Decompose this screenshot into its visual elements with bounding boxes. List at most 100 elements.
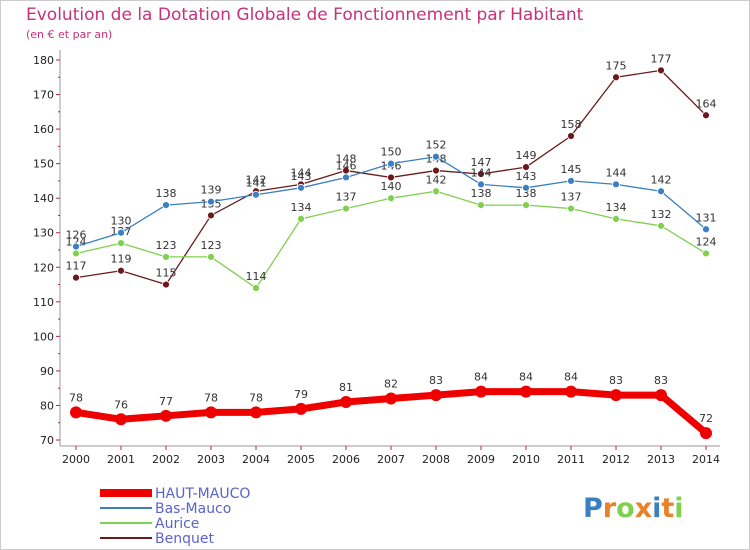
data-point (70, 406, 82, 419)
data-label: 139 (201, 184, 222, 197)
x-tick-label: 2004 (242, 453, 270, 466)
data-point (612, 73, 620, 82)
logo-letter: o (616, 493, 635, 524)
data-point (522, 163, 530, 171)
data-point (567, 177, 575, 185)
data-point (297, 215, 305, 223)
y-tick-label: 150 (33, 158, 54, 171)
logo-letter: i (674, 493, 683, 524)
data-point (387, 159, 395, 168)
x-tick-label: 2010 (512, 453, 540, 466)
data-point (522, 183, 530, 192)
x-tick-label: 2002 (152, 453, 180, 466)
logo-text: Proxiti (583, 493, 684, 524)
x-tick-label: 2001 (107, 453, 135, 466)
y-tick-label: 160 (33, 123, 54, 136)
legend-item-bas-mauco: Bas-Mauco (100, 501, 231, 517)
data-label: 114 (246, 270, 267, 283)
data-label: 148 (336, 153, 357, 166)
data-label: 134 (606, 201, 627, 214)
data-label: 76 (114, 398, 128, 411)
data-point (162, 201, 170, 209)
legend-item-haut-mauco: HAUT-MAUCO (100, 486, 250, 502)
data-point (610, 389, 622, 402)
data-point (477, 201, 485, 209)
y-tick-label: 180 (33, 54, 54, 67)
x-tick-label: 2003 (197, 453, 225, 466)
data-label: 137 (336, 191, 357, 204)
data-point (295, 402, 307, 415)
data-point (117, 228, 125, 237)
data-label: 82 (384, 378, 398, 391)
legend-label: Bas-Mauco (155, 501, 231, 517)
data-point (207, 253, 215, 261)
data-point (340, 396, 352, 408)
data-point (612, 180, 620, 189)
x-tick-label: 2008 (422, 453, 450, 466)
axes: 70 80 90 100 110 120 130 140 150 160 170 180 2000 200… (33, 50, 720, 466)
data-label: 142 (246, 173, 267, 186)
x-tick-label: 2013 (647, 453, 675, 466)
logo-letter: i (652, 493, 661, 524)
y-tick-label: 70 (40, 434, 54, 447)
data-label: 144 (471, 166, 492, 179)
data-label: 177 (651, 52, 672, 65)
data-label: 78 (204, 391, 218, 404)
data-label: 115 (156, 267, 177, 280)
y-tick-label: 80 (40, 399, 54, 412)
x-tick-label: 2000 (62, 453, 90, 466)
legend-item-aurice: Aurice (100, 516, 199, 532)
data-point (160, 409, 172, 422)
plot-area: 1171191151351421441481461481471491581751… (66, 52, 717, 440)
data-point (430, 389, 442, 402)
data-label: 150 (381, 146, 402, 159)
data-point (72, 242, 80, 251)
data-point (342, 173, 350, 182)
data-label: 83 (429, 374, 443, 387)
data-point (520, 385, 532, 398)
x-tick-label: 2005 (287, 453, 315, 466)
series-haut-mauco: 78 76 77 78 78 79 81 82 83 84 84 84 83 83 72 (69, 371, 713, 440)
data-point (655, 389, 667, 402)
data-point (297, 183, 305, 192)
data-label: 142 (651, 173, 672, 186)
data-label: 134 (291, 201, 312, 214)
chart-subtitle: (en € et par an) (26, 28, 112, 41)
x-tick-label: 2006 (332, 453, 360, 466)
data-point (612, 215, 620, 223)
x-tick-label: 2009 (467, 453, 495, 466)
data-label: 138 (471, 187, 492, 200)
data-point (162, 280, 170, 289)
data-label: 81 (339, 381, 353, 394)
legend-label: HAUT-MAUCO (155, 486, 250, 502)
logo-letter: P (583, 493, 603, 524)
data-point (72, 249, 80, 258)
data-label: 143 (516, 170, 537, 183)
data-label: 126 (66, 229, 87, 242)
data-label: 83 (609, 374, 623, 387)
data-point (72, 273, 80, 282)
data-label: 152 (426, 139, 447, 152)
data-label: 158 (561, 118, 582, 131)
legend-label: Benquet (155, 531, 214, 547)
data-label: 144 (606, 166, 627, 179)
data-point (162, 253, 170, 261)
proxiti-logo: Proxiti (583, 493, 684, 524)
data-point (565, 385, 577, 398)
data-point (387, 173, 395, 182)
data-label: 130 (111, 215, 132, 228)
data-label: 146 (336, 159, 357, 172)
data-label: 119 (111, 253, 132, 266)
y-tick-label: 130 (33, 227, 54, 240)
data-point (205, 406, 217, 419)
data-point (342, 204, 350, 213)
data-label: 83 (654, 374, 668, 387)
data-point (477, 180, 485, 189)
logo-letter: x (635, 493, 652, 524)
data-point (207, 211, 215, 220)
data-label: 138 (516, 187, 537, 200)
data-label: 123 (201, 239, 222, 252)
data-point (702, 111, 710, 120)
